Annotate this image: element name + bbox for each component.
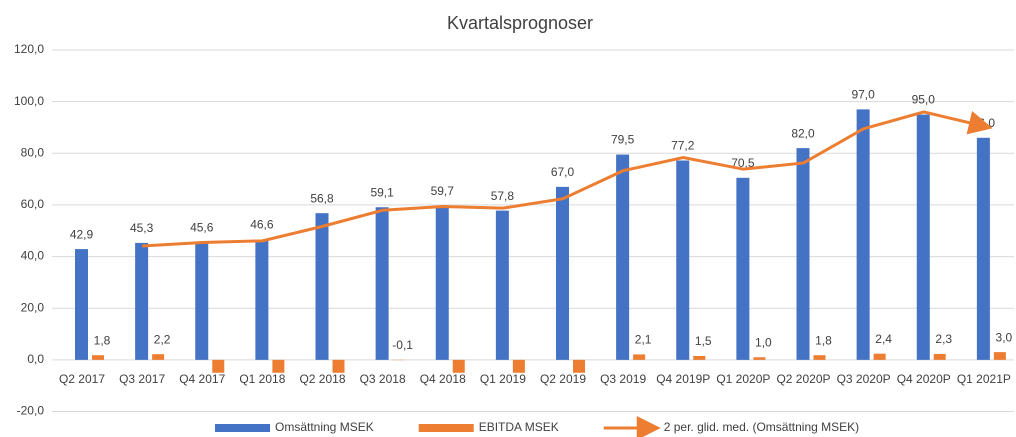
bar [856, 109, 870, 360]
data-label: 95,0 [912, 93, 936, 107]
data-label: 45,3 [130, 221, 154, 235]
x-tick-label: Q2 2020P [776, 372, 830, 386]
y-tick-label: 20,0 [21, 300, 45, 314]
data-label: 2,3 [935, 332, 952, 346]
legend-swatch [215, 424, 270, 432]
y-tick-label: 40,0 [21, 249, 45, 263]
x-tick-label: Q3 2019 [600, 372, 646, 386]
bar [556, 186, 569, 360]
bar [452, 359, 465, 373]
bar [616, 154, 630, 360]
data-label: 46,6 [250, 218, 274, 232]
y-tick-label: -20,0 [17, 404, 45, 418]
bar [573, 359, 585, 373]
data-label: 59,1 [370, 185, 394, 199]
data-label: 1,8 [815, 333, 832, 347]
data-label: 77,2 [671, 139, 695, 153]
bar [315, 213, 329, 360]
data-label: 97,0 [851, 88, 875, 102]
data-label: 59,7 [431, 184, 455, 198]
legend-swatch [418, 424, 474, 432]
bar [272, 359, 285, 373]
x-tick-label: Q2 2018 [299, 372, 345, 386]
bar [255, 239, 269, 360]
bar [75, 249, 88, 360]
data-label: 79,5 [611, 133, 635, 147]
bar [195, 242, 209, 360]
y-tick-label: 0,0 [27, 352, 44, 366]
bar [753, 357, 766, 360]
y-tick-label: 120,0 [14, 42, 44, 56]
bar [633, 354, 646, 360]
data-label: -0,1 [392, 338, 413, 352]
line [142, 110, 993, 248]
x-tick-label: Q1 2021P [957, 372, 1011, 386]
chart-title: Kvartalsprognoser [447, 13, 593, 33]
bar [495, 210, 509, 360]
bar [212, 359, 225, 373]
data-label: 67,0 [551, 165, 575, 179]
data-label: 56,8 [310, 191, 334, 205]
bar [796, 148, 810, 360]
bar [676, 160, 690, 360]
data-label: 82,0 [791, 126, 815, 140]
x-tick-label: Q1 2019 [480, 372, 526, 386]
data-label: 42,9 [70, 227, 94, 241]
data-label: 2,2 [154, 332, 171, 346]
data-label: 2,1 [635, 333, 652, 347]
bar [435, 205, 449, 360]
legend-label: EBITDA MSEK [479, 420, 559, 434]
x-tick-label: Q4 2019P [656, 372, 710, 386]
bar [933, 353, 946, 360]
bar [92, 355, 104, 360]
bar [152, 354, 165, 360]
bar [976, 137, 990, 360]
bar [135, 242, 149, 360]
bar [693, 355, 706, 360]
y-tick-label: 100,0 [14, 94, 44, 108]
bar [873, 353, 886, 360]
x-tick-label: Q3 2017 [119, 372, 165, 386]
x-tick-label: Q3 2020P [837, 372, 891, 386]
x-tick-label: Q2 2019 [540, 372, 586, 386]
x-tick-label: Q1 2018 [239, 372, 285, 386]
bar [993, 352, 1006, 360]
bar [512, 359, 525, 373]
legend-label: Omsättning MSEK [275, 420, 374, 434]
data-label: 1,0 [755, 335, 772, 349]
x-tick-label: Q4 2017 [179, 372, 225, 386]
bar [332, 359, 345, 373]
data-label: 2,4 [875, 332, 892, 346]
x-tick-label: Q3 2018 [360, 372, 406, 386]
bar [736, 177, 750, 360]
y-tick-label: 80,0 [21, 145, 45, 159]
data-label: 1,8 [94, 333, 111, 347]
x-tick-label: Q2 2017 [59, 372, 105, 386]
bar [813, 355, 826, 360]
data-label: 45,6 [190, 220, 214, 234]
data-label: 1,5 [695, 334, 712, 348]
bar [375, 207, 389, 360]
bar [916, 114, 930, 360]
legend-label: 2 per. glid. med. (Omsättning MSEK) [664, 420, 859, 434]
x-tick-label: Q4 2020P [897, 372, 951, 386]
data-label: 57,8 [491, 189, 515, 203]
y-tick-label: 60,0 [21, 197, 45, 211]
data-label: 3,0 [996, 330, 1013, 344]
x-tick-label: Q1 2020P [716, 372, 770, 386]
x-tick-label: Q4 2018 [420, 372, 466, 386]
